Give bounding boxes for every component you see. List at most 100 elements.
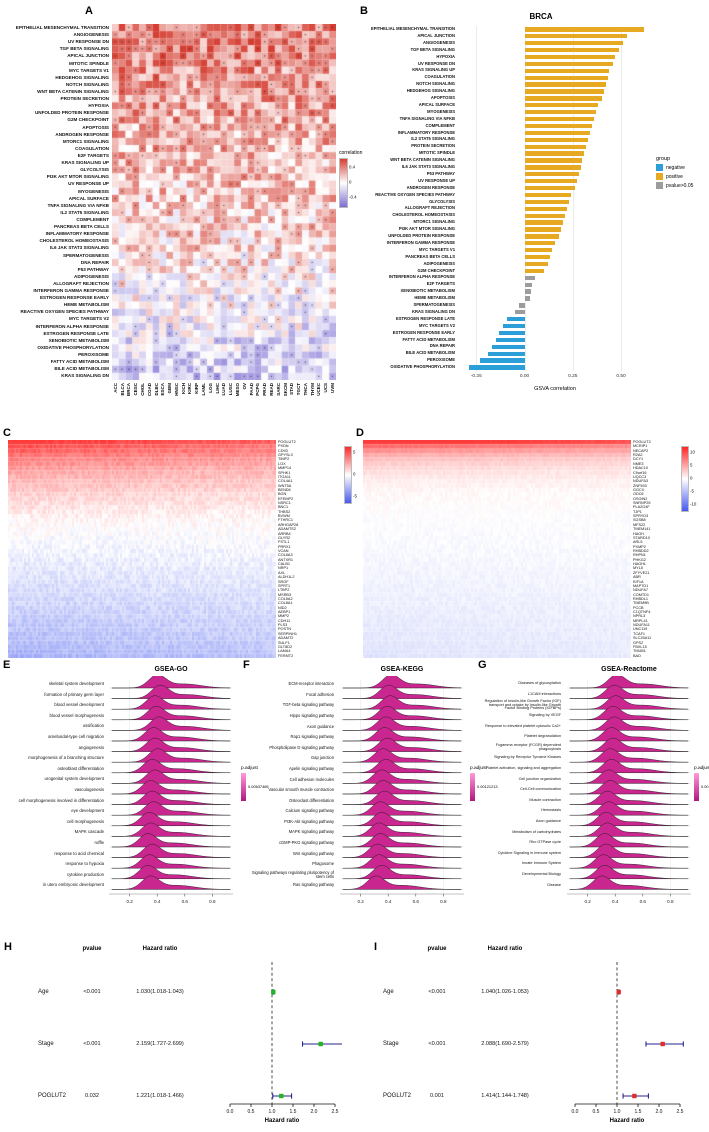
gene-label: MMP2: [278, 614, 289, 619]
gene-label: GLT8D2: [278, 644, 293, 649]
cancer-type-label: LUSC: [228, 383, 234, 396]
pathway-label: P53 PATHWAY: [77, 266, 109, 272]
heatmap-c-gene-labels: POGLUT2 PXDN CD93 GPYSL3 TIMP2 LOX MMP14 SPHK1 I…: [278, 440, 340, 658]
gene-label: ODC6: [633, 492, 644, 497]
gsea-term-label: Innate Immune System: [521, 861, 561, 866]
gene-label: SLC25A11: [633, 636, 652, 641]
svg-text:0.8: 0.8: [440, 899, 447, 904]
gsva-bar: [507, 317, 525, 322]
gsva-bar: [524, 68, 610, 73]
gsva-bar: [524, 227, 562, 232]
svg-text:1.0: 1.0: [269, 1109, 276, 1115]
cancer-type-label: UCS: [323, 383, 329, 393]
term-label: TNFA SIGNALING VIA NFKB: [399, 115, 455, 121]
pathway-label: COAGULATION: [75, 145, 109, 151]
gsea-term-label: cell morphogenesis: [66, 818, 104, 824]
legend-swatch: [656, 173, 663, 180]
gene-label: NECAP2: [633, 448, 649, 453]
gsva-bar: [468, 365, 525, 370]
gsea-term-label: cGMP-PKG signaling pathway: [278, 840, 334, 846]
pathway-label: GLYCOLYSIS: [80, 167, 109, 173]
gsva-bar: [524, 47, 620, 53]
term-label: INTERFERON GAMMA RESPONSE: [386, 239, 455, 245]
gsea-term-label: Signaling pathways regulating pluripoten…: [251, 869, 334, 879]
gene-label: RHBDL1: [633, 596, 648, 601]
gsea-term-label: Signaling by Receptor Tyrosine Kinases: [493, 755, 561, 760]
pathway-label: IL6 JAK STAT3 SIGNALING: [49, 245, 109, 251]
gene-label: BNC1: [278, 505, 289, 510]
gene-label: POSTN: [278, 627, 292, 632]
term-label: UV RESPONSE UP: [418, 177, 455, 183]
gsea-term-label: Axon guidance: [535, 819, 561, 824]
pathway-label: PEROXISOME: [78, 352, 109, 358]
gene-label: R2A2: [633, 453, 643, 458]
gsea-term-label: formation of primary germ layer: [44, 691, 104, 697]
heatmap-d-colorbar: 10 5 0 -5 -10: [681, 446, 707, 512]
gene-label: NDUFA3: [633, 479, 648, 484]
gene-label: MAP7D1: [633, 583, 649, 588]
gsea-term-label: Rap1 signaling pathway: [290, 734, 334, 740]
svg-text:0.4: 0.4: [612, 899, 619, 904]
pathway-label: MITOTIC SPINDLE: [69, 60, 109, 66]
gsea-term-label: Platelet activation, signaling and aggre…: [485, 766, 561, 771]
cancer-type-label: TGCT: [296, 383, 302, 396]
term-label: HYPOXIA: [436, 53, 455, 59]
pathway-label: INTERFERON GAMMA RESPONSE: [33, 288, 109, 294]
pathway-label: APICAL JUNCTION: [67, 53, 109, 59]
gsva-bar: [524, 123, 593, 129]
pathway-label: WNT BETA CATENIN SIGNALING: [37, 88, 109, 94]
pathway-label: PROTEIN SECRETION: [60, 96, 110, 102]
pathway-label: HEME METABOLISM: [63, 302, 109, 308]
term-label: COMPLEMENT: [425, 122, 455, 128]
forest-hr-text: 1.040(1.026-1.053): [481, 988, 529, 995]
gene-label: POGLUT2: [278, 440, 296, 444]
gsva-bar: [514, 310, 525, 315]
pathway-label: SPERMATOGENESIS: [62, 252, 109, 258]
gene-label: KIF1A: [633, 579, 644, 584]
gsea-term-label: Cell junction organization: [518, 776, 561, 781]
gsva-bar: [518, 303, 525, 308]
forest-row-name: Stage: [383, 1040, 399, 1047]
gsea-term-label: TGF-beta signaling pathway: [282, 702, 334, 708]
gsea-term-label: blood vessel morphogenesis: [49, 712, 104, 718]
heatmap-c: [8, 440, 276, 658]
svg-text:0.4: 0.4: [154, 899, 161, 904]
gene-label: FTHRC1: [278, 518, 293, 523]
term-label: MYC TARGETS V2: [418, 322, 455, 328]
forest-h-plot: 0.0 0.5 1.0 1.5 2.0 2.5: [227, 962, 342, 1115]
pathway-label: OXIDATIVE PHOSPHORYLATION: [37, 344, 109, 350]
term-label: APOPTOSIS: [430, 95, 455, 100]
gsea-kegg-title: GSEA-KEGG: [380, 666, 424, 673]
gene-label: ADAMT2: [278, 636, 294, 641]
forest-pvalue: <0.001: [428, 988, 446, 995]
pathway-label: E2F TARGETS: [77, 152, 109, 158]
svg-text:0.2: 0.2: [584, 899, 591, 904]
gene-label: NME3: [633, 461, 644, 466]
term-label: FATTY ACID METABOLISM: [402, 336, 455, 342]
svg-text:0.2: 0.2: [126, 899, 133, 904]
cancer-type-label: LUAD: [221, 383, 227, 396]
gene-label: DCY1: [633, 457, 644, 462]
gene-label: TIMP2: [278, 457, 290, 462]
forest-pvalue: <0.001: [428, 1040, 446, 1047]
forest-i-xlabel: Hazard ratio: [609, 1118, 645, 1124]
gene-label: EFEMP2: [278, 496, 294, 501]
term-label: MYOGENESIS: [427, 108, 455, 114]
gsea-reactome-term-labels: Diseases of glycosylation L1CAM interacti…: [484, 679, 561, 891]
gsea-term-label: Vascular smooth muscle contraction: [268, 787, 334, 793]
term-label: PANCREAS BETA CELLS: [405, 253, 455, 259]
term-label: ANGIOGENESIS: [423, 39, 455, 45]
svg-text:0.5: 0.5: [593, 1109, 600, 1115]
gene-label: NID2: [278, 605, 287, 610]
pathway-label: TNFA SIGNALING VIA NFKB: [47, 202, 109, 208]
cancer-type-label: LGG: [207, 383, 213, 393]
svg-text:0.8: 0.8: [209, 899, 216, 904]
pathway-label: MYC TARGETS V1: [69, 67, 109, 73]
term-label: ALLOGRAFT REJECTION: [404, 205, 455, 211]
term-label: INFLAMMATORY RESPONSE: [397, 129, 455, 135]
gene-label: PXMP2: [633, 544, 646, 549]
term-label: XENOBIOTIC METABOLISM: [400, 288, 455, 294]
pathway-label: DNA REPAIR: [80, 259, 109, 265]
